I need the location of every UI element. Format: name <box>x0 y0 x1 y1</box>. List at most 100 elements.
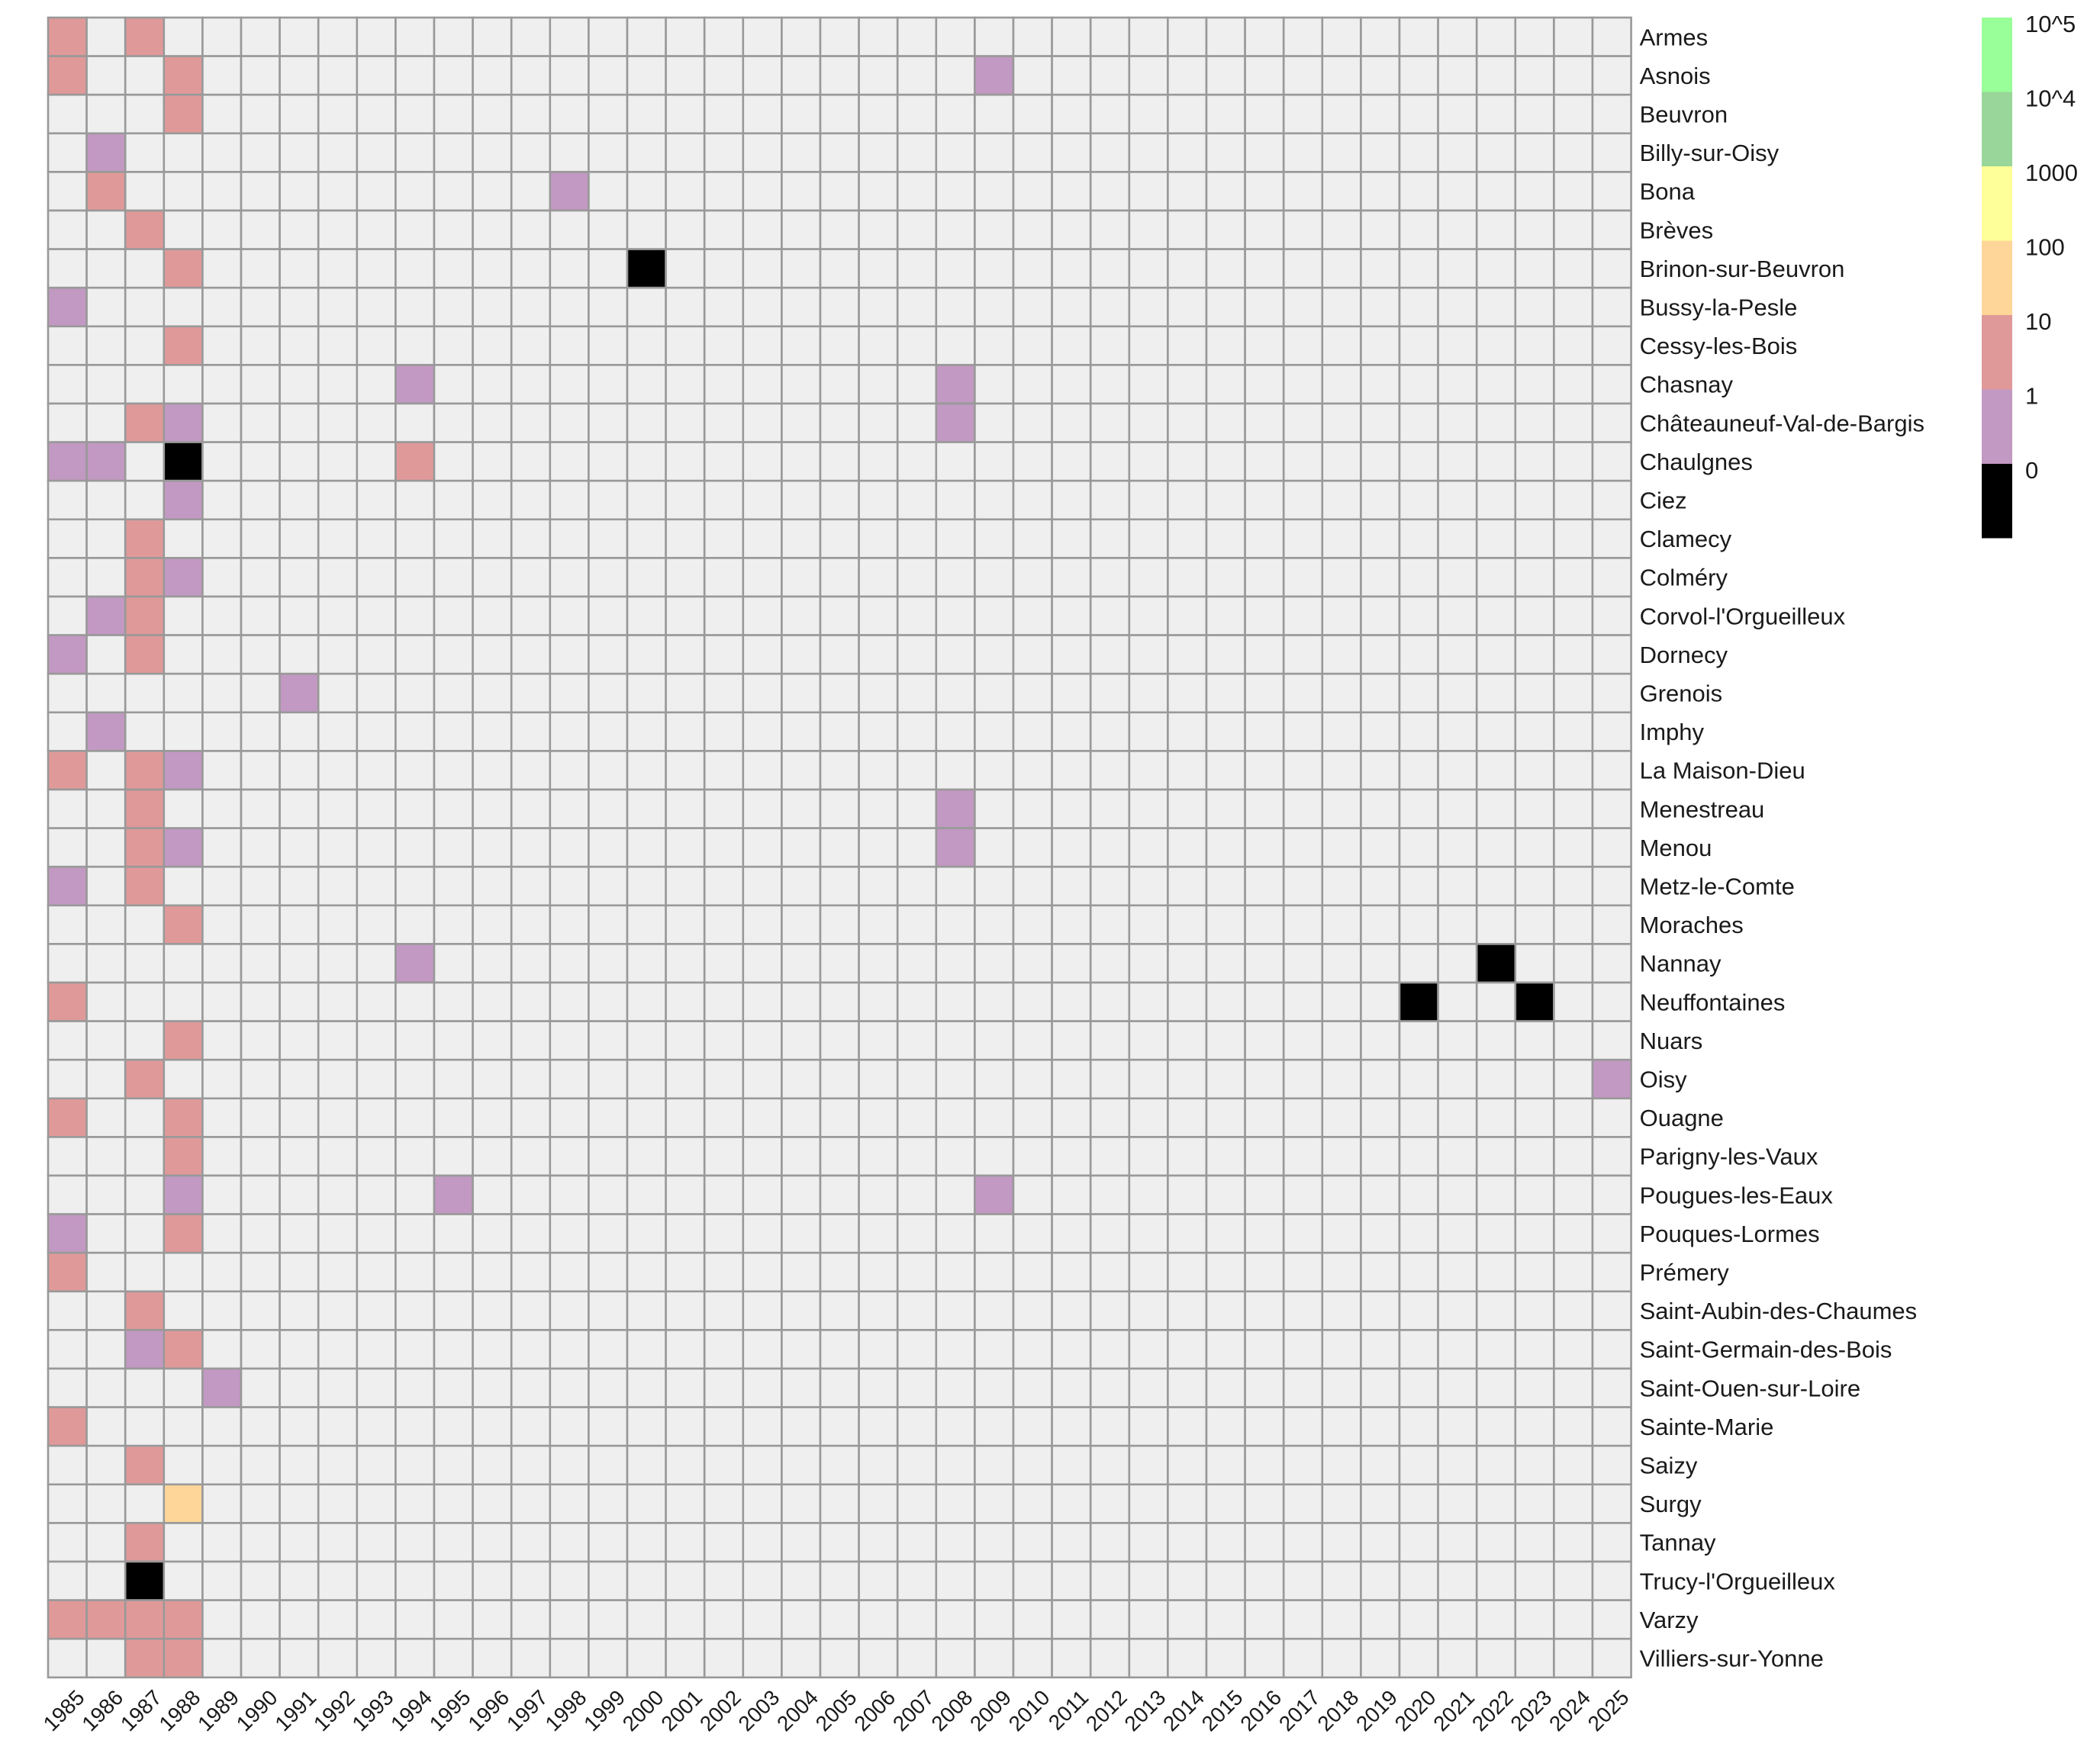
heatmap-cell <box>896 1290 938 1331</box>
heatmap-cell <box>549 595 590 636</box>
town-label: Menestreau <box>1640 796 1765 822</box>
year-label: 1987 <box>116 1685 166 1736</box>
heatmap-cell <box>974 557 1015 598</box>
heatmap-cell <box>124 595 166 636</box>
heatmap-cell <box>395 1213 436 1254</box>
heatmap-cell <box>1591 1406 1632 1447</box>
heatmap-cell <box>317 1329 359 1370</box>
heatmap-cell <box>1012 1560 1053 1601</box>
legend-label: 1000 <box>2025 159 2078 186</box>
heatmap-cell <box>510 1522 552 1563</box>
legend-label: 10 <box>2025 308 2051 335</box>
heatmap-cell <box>279 1329 320 1370</box>
heatmap-cell <box>510 171 552 212</box>
heatmap-cell <box>665 1097 706 1138</box>
heatmap-cell <box>1591 865 1632 907</box>
heatmap-cell <box>47 634 88 675</box>
heatmap-cell <box>1089 364 1131 405</box>
town-label: Grenois <box>1640 680 1723 707</box>
heatmap-cell <box>47 1290 88 1331</box>
heatmap-cell <box>240 981 281 1022</box>
heatmap-cell <box>819 943 860 984</box>
heatmap-cell <box>1051 1213 1092 1254</box>
heatmap-cell <box>1514 1136 1555 1177</box>
heatmap-cell <box>588 16 629 57</box>
heatmap-cell <box>240 1136 281 1177</box>
heatmap-cell <box>549 286 590 328</box>
heatmap-cell <box>1282 1444 1324 1486</box>
heatmap-cell <box>935 1560 976 1601</box>
heatmap-cell <box>279 750 320 791</box>
heatmap-cell <box>588 1213 629 1254</box>
year-label: 2001 <box>656 1685 707 1736</box>
legend-label: 1 <box>2025 383 2038 410</box>
heatmap-cell <box>703 750 745 791</box>
heatmap-cell <box>858 518 899 559</box>
heatmap-cell <box>395 1599 436 1640</box>
heatmap-cell <box>742 788 783 829</box>
heatmap-cell <box>626 595 667 636</box>
heatmap-cell <box>356 1020 397 1061</box>
heatmap-cell <box>1360 1406 1401 1447</box>
heatmap-cell <box>1051 827 1092 868</box>
heatmap-cell <box>47 1522 88 1563</box>
heatmap-cell <box>240 518 281 559</box>
heatmap-cell <box>240 132 281 173</box>
heatmap-cell <box>317 1290 359 1331</box>
heatmap-cell <box>1089 171 1131 212</box>
heatmap-cell <box>1205 364 1246 405</box>
heatmap-cell <box>935 1097 976 1138</box>
heatmap-cell <box>1244 1290 1285 1331</box>
heatmap-cell <box>1398 750 1439 791</box>
heatmap-cell <box>1475 865 1517 907</box>
heatmap-cell <box>974 1522 1015 1563</box>
heatmap-cell <box>1012 55 1053 96</box>
heatmap-cell <box>703 209 745 250</box>
heatmap-cell <box>858 1367 899 1408</box>
heatmap-cell <box>1051 441 1092 482</box>
heatmap-cell <box>510 209 552 250</box>
heatmap-cell <box>819 93 860 135</box>
heatmap-cell <box>742 557 783 598</box>
heatmap-cell <box>1167 1483 1208 1524</box>
heatmap-cell <box>47 1097 88 1138</box>
heatmap-cell <box>1360 1136 1401 1177</box>
heatmap-cell <box>47 1058 88 1100</box>
heatmap-cell <box>781 325 822 366</box>
heatmap-cell <box>1553 750 1594 791</box>
heatmap-cell <box>1514 750 1555 791</box>
heatmap-cell <box>549 557 590 598</box>
heatmap-cell <box>279 1522 320 1563</box>
heatmap-cell <box>1591 132 1632 173</box>
heatmap-cell <box>549 518 590 559</box>
heatmap-cell <box>1398 286 1439 328</box>
heatmap-cell <box>395 827 436 868</box>
heatmap-cell <box>896 943 938 984</box>
heatmap-cell <box>510 1329 552 1370</box>
heatmap-cell <box>935 711 976 752</box>
heatmap-cell <box>1475 16 1517 57</box>
heatmap-cell <box>1321 827 1362 868</box>
heatmap-cell <box>1398 1329 1439 1370</box>
heatmap-cell <box>858 1213 899 1254</box>
heatmap-cell <box>47 209 88 250</box>
heatmap-cell <box>819 518 860 559</box>
heatmap-cell <box>858 132 899 173</box>
heatmap-cell <box>1012 904 1053 945</box>
town-label: Beuvron <box>1640 101 1728 128</box>
heatmap-cell <box>163 209 204 250</box>
heatmap-cell <box>819 325 860 366</box>
heatmap-cell <box>124 402 166 443</box>
heatmap-cell <box>433 364 474 405</box>
heatmap-cell <box>1591 750 1632 791</box>
heatmap-cell <box>1591 364 1632 405</box>
heatmap-cell <box>1398 1136 1439 1177</box>
heatmap-cell <box>858 904 899 945</box>
heatmap-cell <box>858 1599 899 1640</box>
heatmap-cell <box>858 1560 899 1601</box>
heatmap-cell <box>240 248 281 289</box>
heatmap-cell <box>742 1637 783 1679</box>
heatmap-cell <box>1089 1213 1131 1254</box>
heatmap-cell <box>703 1058 745 1100</box>
heatmap-cell <box>1553 711 1594 752</box>
